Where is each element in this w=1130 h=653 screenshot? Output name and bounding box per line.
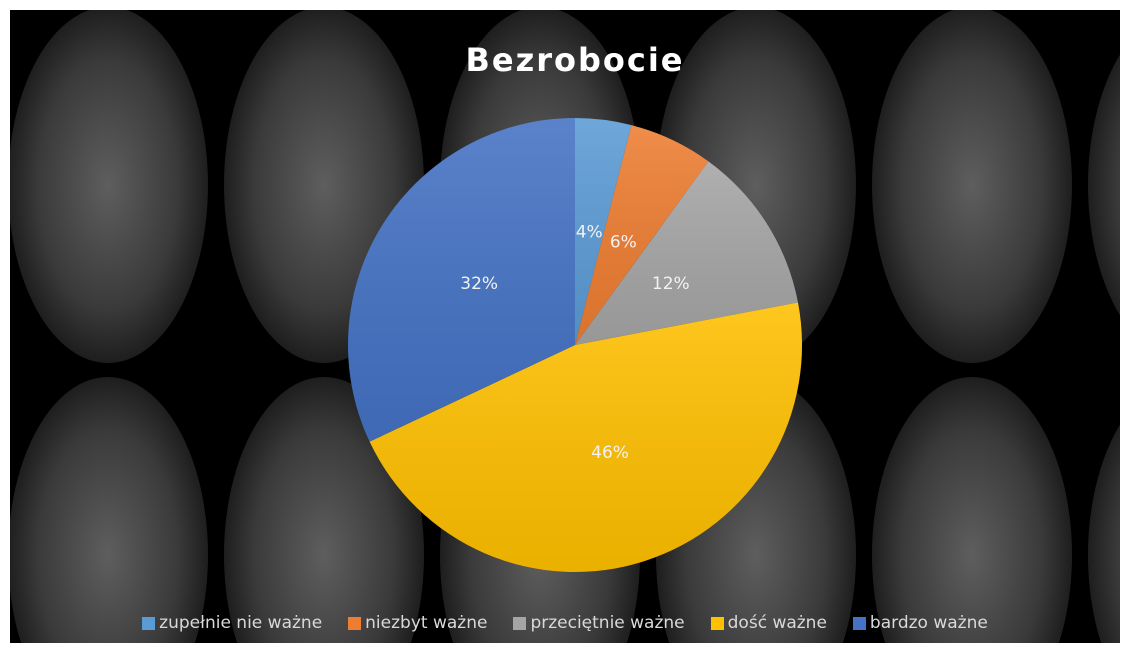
legend-label: bardzo ważne: [869, 613, 988, 633]
pie: 4% 6% 12% 46% 32%: [348, 118, 802, 572]
legend-swatch: [513, 616, 527, 630]
slice-shade: [575, 161, 798, 345]
slice-shade: [348, 118, 575, 442]
slice-shade: [575, 125, 709, 345]
chart: Bezrobocie 4% 6% 12% 46% 32%: [10, 10, 1120, 643]
slice-shade: [369, 302, 802, 572]
data-label: 12%: [652, 274, 690, 294]
data-label: 46%: [591, 443, 629, 463]
legend-item: przeciętnie ważne: [513, 613, 685, 633]
legend-swatch: [142, 616, 156, 630]
legend-item: niezbyt ważne: [348, 613, 487, 633]
legend-swatch: [348, 616, 362, 630]
legend-label: niezbyt ważne: [365, 613, 488, 633]
data-label: 6%: [610, 232, 637, 252]
legend-item: zupełnie nie ważne: [142, 613, 322, 633]
data-label: 32%: [460, 274, 498, 294]
legend-swatch: [852, 616, 866, 630]
chart-title: Bezrobocie: [465, 41, 684, 79]
data-label: 4%: [576, 222, 603, 242]
legend-label: zupełnie nie ważne: [159, 613, 323, 633]
slice-shade: [575, 118, 632, 345]
legend: zupełnie nie ważne niezbyt ważne przeciętn…: [10, 613, 1120, 633]
legend-swatch: [710, 616, 724, 630]
legend-item: bardzo ważne: [852, 613, 988, 633]
legend-label: przeciętnie ważne: [530, 613, 685, 633]
legend-item: dość ważne: [710, 613, 827, 633]
chart-area: Bezrobocie 4% 6% 12% 46% 32% zupełnie nie wa…: [10, 10, 1120, 643]
legend-label: dość ważne: [727, 613, 827, 633]
